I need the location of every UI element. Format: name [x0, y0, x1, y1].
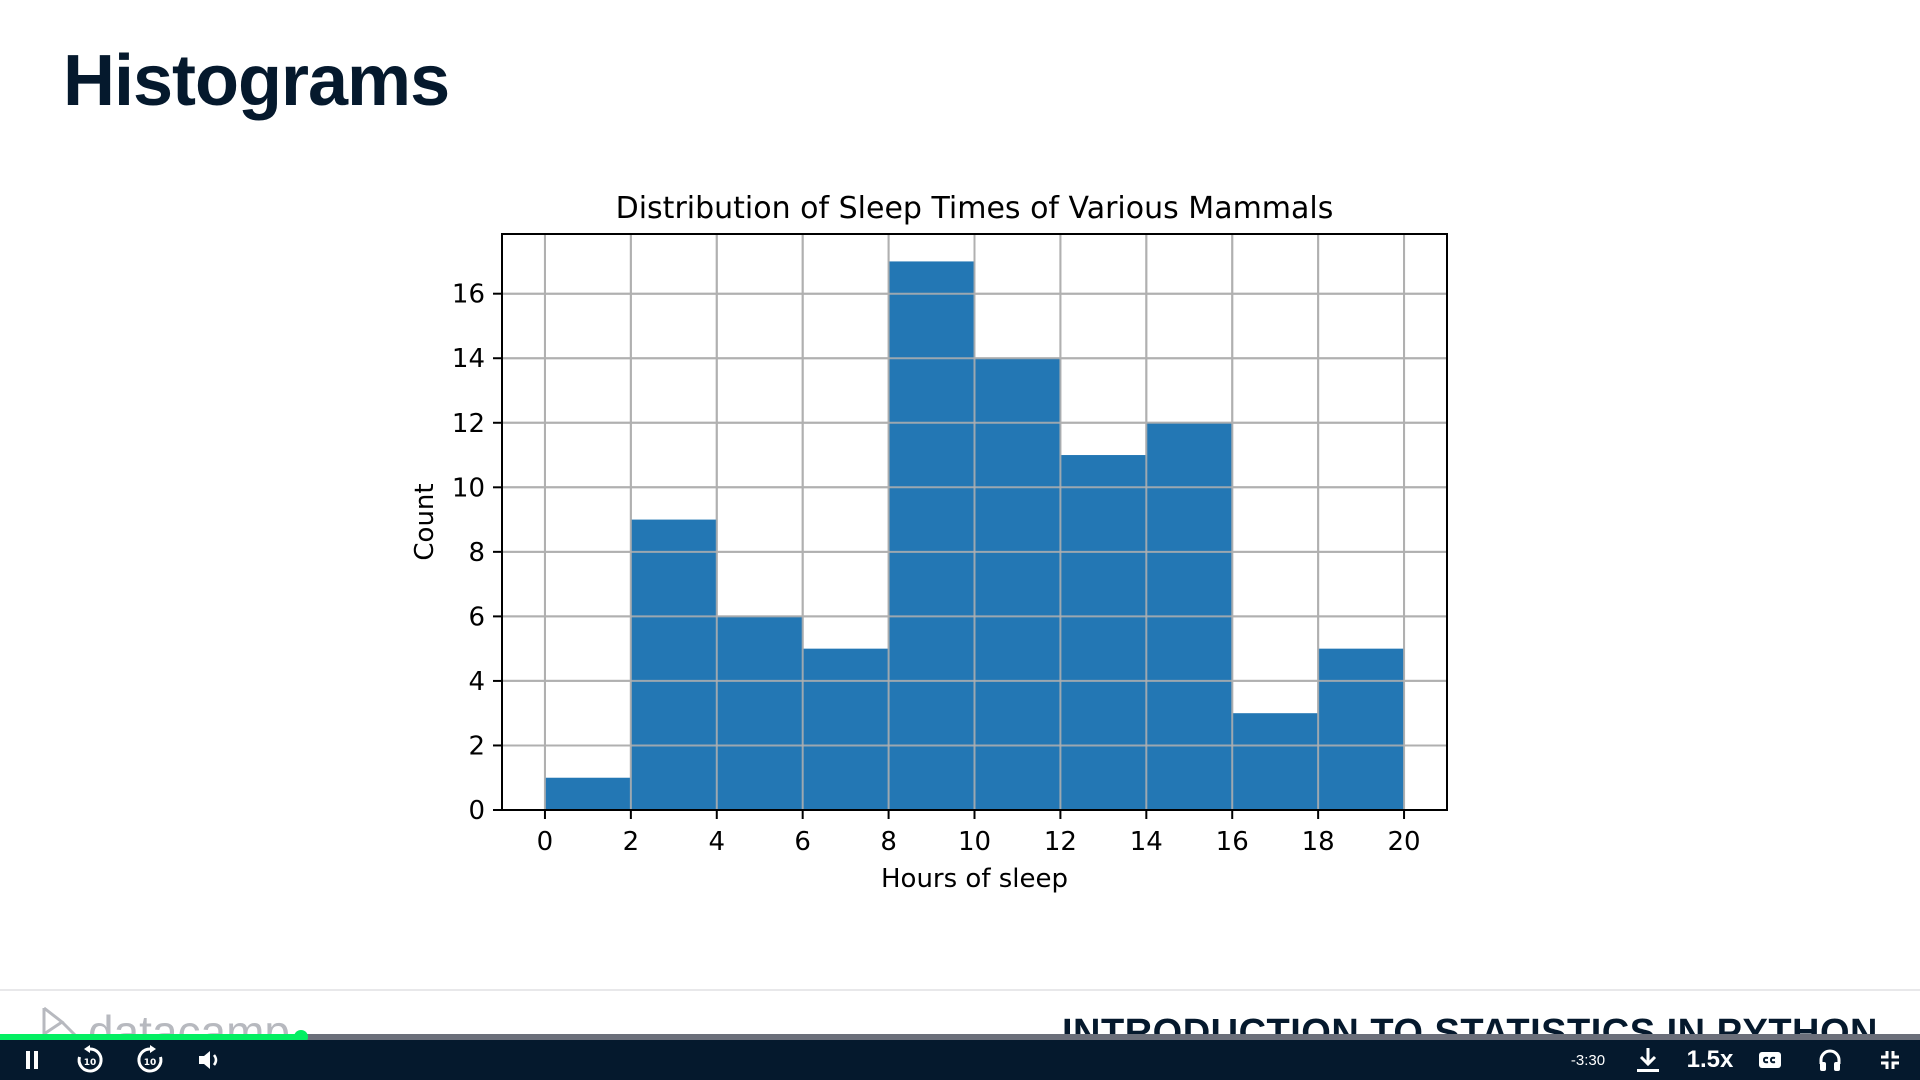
- histogram-bar: [974, 358, 1061, 810]
- forward-10-button[interactable]: 10: [130, 1040, 170, 1080]
- download-icon: [1637, 1048, 1659, 1072]
- histogram-bar: [716, 616, 803, 810]
- histogram-bar: [1060, 455, 1147, 810]
- histogram-chart: 0 2 4 6 8 10 12 14 16 18 20 0 2 4 6 8 10 12 14 16 Distribut…: [410, 191, 1448, 894]
- axis-ticks: 0 2 4 6 8 10 12 14 16 18 20 0 2 4 6 8 10 12 14 16: [452, 280, 1421, 857]
- x-tick-label: 8: [880, 827, 897, 857]
- histogram-bar: [630, 519, 717, 810]
- rewind-10-icon: 10: [77, 1045, 103, 1073]
- volume-button[interactable]: [192, 1040, 228, 1080]
- histogram-bars: [502, 234, 1447, 811]
- download-button[interactable]: [1630, 1040, 1666, 1080]
- player-controls: 10 10 -3:30 1.5x: [0, 1040, 1920, 1080]
- y-tick-label: 8: [468, 538, 485, 568]
- svg-text:10: 10: [84, 1058, 97, 1068]
- exit-fullscreen-icon: [1881, 1051, 1899, 1069]
- x-tick-label: 18: [1302, 827, 1335, 857]
- time-remaining: -3:30: [1570, 1051, 1606, 1069]
- x-tick-label: 6: [794, 827, 811, 857]
- x-tick-label: 4: [708, 827, 725, 857]
- chart-title: Distribution of Sleep Times of Various M…: [616, 191, 1334, 226]
- x-axis-label: Hours of sleep: [881, 864, 1068, 894]
- x-tick-label: 16: [1216, 827, 1249, 857]
- y-tick-label: 10: [452, 473, 485, 503]
- histogram-bar: [544, 777, 631, 810]
- histogram-bar: [1232, 713, 1319, 810]
- y-axis-label: Count: [410, 483, 440, 560]
- audio-button[interactable]: [1812, 1040, 1848, 1080]
- x-tick-label: 14: [1130, 827, 1163, 857]
- histogram-bar: [802, 648, 889, 810]
- pause-icon: [26, 1051, 38, 1069]
- x-tick-label: 0: [537, 827, 554, 857]
- volume-icon: [199, 1051, 218, 1069]
- y-tick-label: 6: [468, 602, 485, 632]
- x-tick-label: 20: [1387, 827, 1420, 857]
- captions-icon: [1759, 1052, 1781, 1068]
- y-tick-label: 14: [452, 344, 485, 374]
- slide-title: Histograms: [63, 41, 450, 121]
- x-tick-label: 12: [1044, 827, 1077, 857]
- y-tick-label: 2: [468, 731, 485, 761]
- svg-text:10: 10: [144, 1058, 157, 1068]
- x-tick-label: 2: [623, 827, 640, 857]
- y-tick-label: 0: [468, 796, 485, 826]
- exit-fullscreen-button[interactable]: [1872, 1040, 1908, 1080]
- course-title: INTRODUCTION TO STATISTICS IN PYTHON: [1062, 1012, 1878, 1037]
- x-tick-label: 10: [958, 827, 991, 857]
- playback-speed-button[interactable]: 1.5x: [1686, 1046, 1734, 1073]
- progress-fill: [0, 1034, 302, 1040]
- rewind-10-button[interactable]: 10: [70, 1040, 110, 1080]
- captions-button[interactable]: [1752, 1040, 1788, 1080]
- headphones-icon: [1819, 1049, 1841, 1071]
- pause-button[interactable]: [14, 1040, 50, 1080]
- footer-divider: [0, 989, 1920, 991]
- y-tick-label: 4: [468, 667, 485, 697]
- histogram-bar: [1318, 648, 1405, 810]
- forward-10-icon: 10: [137, 1045, 163, 1073]
- y-tick-label: 16: [452, 280, 485, 310]
- y-tick-label: 12: [452, 409, 485, 439]
- histogram-bar: [888, 261, 975, 810]
